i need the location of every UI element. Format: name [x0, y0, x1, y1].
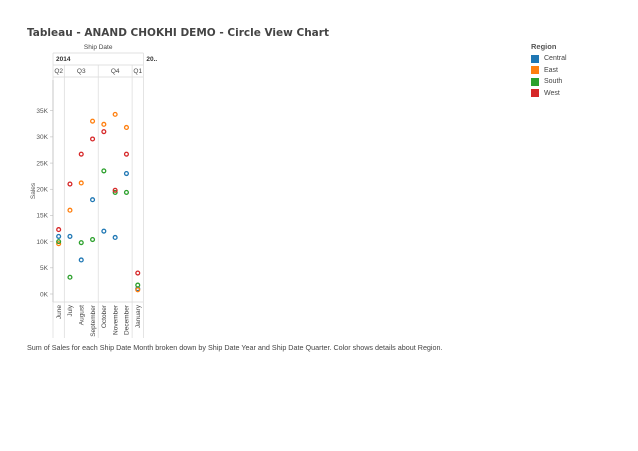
x-axis-title: Ship Date [84, 44, 113, 51]
legend: Region Central East South West [531, 42, 567, 99]
y-tick-label: 0K [40, 291, 49, 298]
legend-swatch [531, 77, 539, 86]
data-point-east [101, 121, 107, 127]
quarter-header-2: Q4 [111, 68, 120, 75]
x-tick-label-august: August [78, 305, 85, 325]
y-tick-label: 10K [36, 239, 48, 246]
y-tick-label: 20K [36, 187, 48, 194]
chart-title: Tableau - ANAND CHOKHI DEMO - Circle Vie… [27, 27, 329, 39]
data-point-south [135, 282, 141, 288]
x-tick-label-july: July [67, 304, 74, 316]
legend-swatch [531, 54, 539, 63]
data-point-central [112, 234, 118, 240]
x-tick-label-january: January [135, 304, 142, 328]
y-tick-label: 25K [36, 160, 48, 167]
data-point-west [101, 129, 107, 135]
y-axis: 0K 5K 10K 15K 20K 25K 30K 35K Sales [30, 80, 54, 302]
legend-item-south[interactable]: South [531, 76, 567, 88]
data-point-west [135, 270, 141, 276]
data-point-east [78, 180, 84, 186]
year-header-1: 20.. [146, 56, 157, 63]
data-point-south [112, 189, 118, 195]
legend-swatch [531, 66, 539, 75]
legend-label: South [544, 78, 563, 86]
y-tick-label: 5K [40, 265, 49, 272]
data-point-south [78, 240, 84, 246]
data-point-west [78, 151, 84, 157]
data-point-east [90, 118, 96, 124]
data-point-south [90, 236, 96, 243]
legend-label: West [544, 89, 560, 97]
quarter-header-3: Q1 [133, 68, 142, 75]
data-point-west [67, 181, 73, 187]
y-tick-label: 30K [36, 134, 48, 141]
legend-label: East [544, 66, 559, 74]
year-header-0: 2014 [56, 56, 71, 63]
quarter-header-1: Q3 [77, 68, 86, 75]
legend-item-central[interactable]: Central [531, 53, 567, 65]
data-point-west [90, 136, 96, 142]
chart-caption: Sum of Sales for each Ship Date Month br… [27, 343, 443, 352]
data-point-west [123, 151, 129, 157]
y-tick-label: 15K [36, 213, 48, 220]
legend-swatch [531, 89, 539, 98]
data-point-east [112, 111, 118, 117]
data-point-central [90, 197, 96, 203]
data-point-west [112, 187, 118, 193]
data-point-south [56, 239, 62, 245]
data-point-east [123, 124, 129, 131]
quarter-header-0: Q2 [54, 68, 63, 75]
data-point-south [67, 274, 73, 280]
data-point-central [101, 228, 107, 234]
legend-item-east[interactable]: East [531, 65, 567, 77]
y-axis-title: Sales [30, 182, 37, 199]
data-point-central [123, 171, 129, 177]
x-tick-label-december: December [124, 304, 131, 335]
x-tick-label-june: June [56, 305, 63, 319]
y-tick-label: 35K [36, 108, 48, 115]
x-tick-label-october: October [101, 304, 108, 328]
data-point-central [78, 257, 84, 263]
data-point-central [56, 233, 62, 239]
x-axis: June July August September October November De… [53, 301, 144, 337]
x-tick-label-september: September [90, 304, 97, 337]
data-point-west [56, 227, 62, 233]
legend-items: Central East South West [531, 53, 567, 99]
chart-headers: Ship Date 2014 20.. Q2 Q3 Q4 Q1 [52, 44, 157, 338]
data-point-south [123, 189, 129, 195]
legend-title: Region [531, 42, 557, 51]
data-point-east [56, 241, 62, 247]
legend-item-west[interactable]: West [531, 88, 567, 100]
data-point-east [135, 287, 141, 293]
data-point-south [101, 168, 107, 174]
legend-label: Central [544, 55, 567, 63]
plot-area [56, 111, 141, 293]
data-point-central [67, 233, 73, 239]
x-tick-label-november: November [112, 304, 119, 335]
data-point-east [67, 207, 73, 213]
